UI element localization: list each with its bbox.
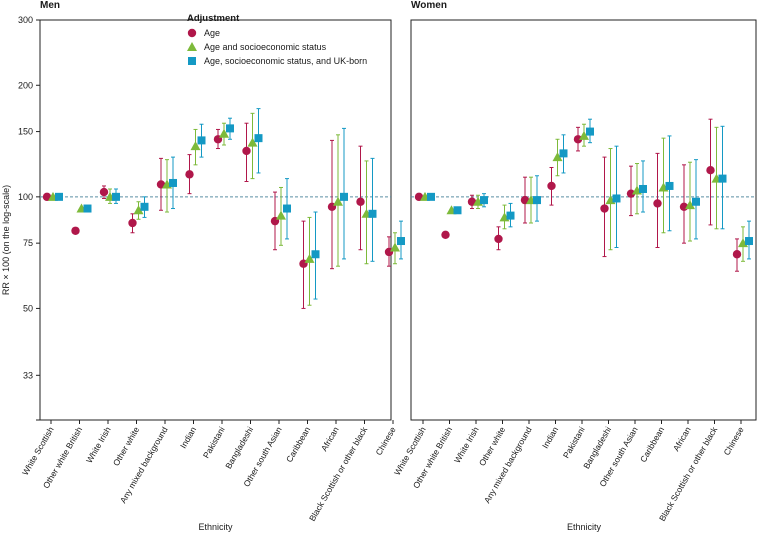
data-point	[247, 137, 258, 147]
y-tick-label: 75	[23, 238, 33, 248]
x-tick-label: Chinese	[721, 425, 745, 457]
x-tick-label: Any mixed background	[482, 425, 534, 505]
y-tick-label: 100	[18, 192, 33, 202]
data-point	[128, 218, 137, 228]
x-tick-label: Other white	[111, 425, 142, 468]
data-point	[612, 194, 621, 203]
y-tick-label: 300	[18, 15, 33, 25]
x-tick-label: Caribbean	[284, 425, 312, 464]
legend-marker	[187, 42, 197, 51]
data-point	[427, 192, 435, 201]
data-point	[745, 237, 753, 246]
data-point	[242, 146, 251, 156]
data-point	[665, 181, 674, 190]
men-panel-title: Men	[40, 0, 60, 11]
men-x-axis-title: Ethnicity	[198, 522, 233, 532]
y-tick-label: 50	[23, 303, 33, 313]
data-point	[112, 192, 120, 201]
data-point	[653, 199, 662, 208]
legend-marker	[188, 57, 196, 65]
x-tick-label: African	[671, 425, 693, 453]
data-point	[71, 226, 80, 235]
data-point	[600, 204, 609, 213]
data-point	[333, 196, 343, 206]
legend-entry: Age	[204, 28, 220, 38]
data-point	[368, 209, 377, 218]
legend-title: Adjustment	[187, 13, 240, 24]
data-point	[692, 197, 700, 206]
data-point	[226, 124, 234, 133]
x-tick-label: Bangladeshi	[223, 425, 255, 471]
data-point	[254, 134, 263, 143]
data-point	[706, 166, 715, 175]
y-tick-label: 33	[23, 370, 33, 380]
x-tick-label: Other white	[477, 425, 508, 468]
data-point	[311, 250, 320, 259]
x-tick-label: White Irish	[84, 425, 113, 465]
data-point	[390, 242, 400, 252]
x-tick-label: Chinese	[373, 425, 397, 457]
data-point	[133, 205, 144, 215]
data-point	[453, 206, 462, 215]
x-tick-label: Black Scottish or other black	[657, 424, 720, 523]
x-tick-label: African	[319, 425, 341, 453]
data-point	[356, 197, 365, 206]
women-panel-frame	[410, 19, 757, 421]
x-tick-label: Indian	[178, 425, 198, 450]
data-point	[506, 211, 515, 220]
y-tick-label: 150	[18, 127, 33, 137]
data-point	[559, 149, 568, 158]
data-point	[685, 200, 695, 210]
x-tick-label: Indian	[540, 425, 560, 450]
data-point	[397, 237, 405, 246]
data-point	[276, 210, 286, 220]
data-point	[626, 189, 636, 198]
data-point	[718, 174, 727, 183]
data-point	[494, 234, 503, 244]
data-point	[55, 192, 63, 201]
women-x-axis-title: Ethnicity	[567, 522, 602, 532]
data-point	[283, 204, 291, 213]
data-point	[441, 230, 450, 239]
legend-entry: Age and socioeconomic status	[204, 42, 327, 52]
data-point	[533, 196, 541, 205]
y-tick-label: 200	[18, 80, 33, 90]
data-point	[190, 141, 201, 151]
x-tick-label: Pakistani	[561, 425, 587, 460]
data-point	[197, 136, 206, 145]
legend-entry: Age, socioeconomic status, and UK-born	[204, 56, 367, 66]
data-point	[639, 184, 647, 193]
data-point	[573, 135, 583, 144]
data-point	[185, 170, 194, 179]
men-panel-frame	[39, 19, 392, 421]
x-tick-label: Pakistani	[201, 425, 227, 460]
data-point	[586, 127, 594, 136]
data-point	[547, 181, 556, 191]
data-point	[140, 202, 149, 211]
data-point	[340, 192, 348, 201]
data-point	[169, 178, 177, 187]
women-panel-title: Women	[411, 0, 447, 11]
data-point	[83, 204, 92, 213]
x-tick-label: Caribbean	[638, 425, 666, 464]
data-point	[552, 152, 563, 162]
data-point	[219, 128, 229, 138]
data-point	[732, 250, 742, 259]
data-point	[579, 130, 589, 140]
y-axis-title: RR × 100 (on the log-scale)	[1, 185, 11, 295]
x-tick-label: White Irish	[452, 425, 481, 465]
legend-marker	[187, 28, 197, 38]
data-point	[480, 196, 488, 205]
data-point	[99, 187, 109, 197]
x-tick-label: Black Scottish or other black	[307, 424, 370, 523]
data-point	[304, 253, 315, 263]
